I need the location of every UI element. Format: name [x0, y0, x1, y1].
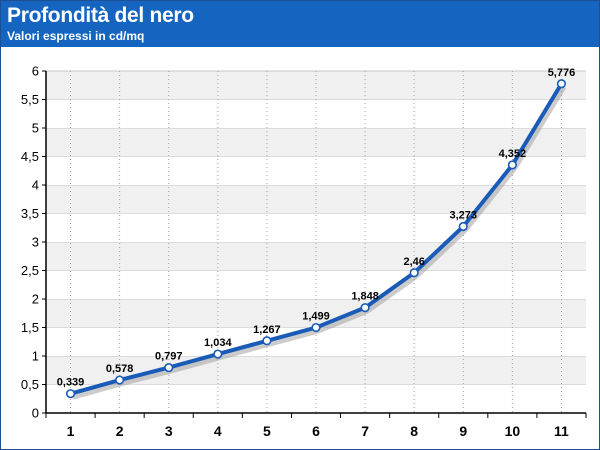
data-label: 0,578 [106, 363, 134, 375]
plot-bands [46, 70, 586, 413]
data-points [65, 79, 567, 399]
data-point [458, 221, 468, 232]
vertical-gridlines [70, 71, 562, 413]
y-tick-label: 5,5 [21, 92, 39, 107]
chart-title: Profondità del nero [7, 4, 194, 27]
x-tick-label: 9 [459, 423, 467, 439]
data-label: 5,776 [548, 67, 576, 79]
data-label: 3,273 [450, 209, 478, 221]
data-label: 4,352 [499, 148, 527, 160]
chart-header: Profondità del nero Valori espressi in c… [1, 1, 599, 47]
data-label: 1,499 [302, 311, 330, 323]
y-tick-label: 3 [32, 235, 39, 250]
data-label: 2,46 [403, 256, 424, 268]
chart-subtitle: Valori espressi in cd/mq [7, 29, 145, 43]
y-tick-label: 6 [32, 64, 39, 79]
plot-band [46, 270, 586, 299]
y-tick-label: 1 [32, 349, 39, 364]
x-tick-label: 3 [165, 423, 173, 439]
data-point [507, 160, 517, 170]
y-tick-label: 0,5 [21, 377, 39, 392]
data-point [164, 362, 174, 373]
x-tick-label: 4 [214, 423, 222, 439]
data-label: 0,797 [155, 351, 183, 363]
y-tick-label: 0 [32, 406, 39, 421]
data-label: 1,267 [253, 324, 281, 336]
y-tick-label: 5 [32, 121, 39, 136]
data-label: 0,339 [57, 377, 85, 389]
x-tick-label: 8 [410, 423, 418, 439]
y-tick-label: 4 [32, 178, 39, 193]
data-point [409, 268, 419, 278]
plot-band [46, 156, 586, 185]
x-tick-label: 2 [116, 423, 124, 439]
y-tick-label: 4,5 [21, 149, 39, 164]
plot-band [46, 242, 586, 271]
y-tick-labels: 0 0,5 1 1,5 2 2,5 3 3,5 4 4,5 5 5,5 6 [21, 64, 46, 421]
x-tick-label: 6 [312, 423, 320, 439]
data-labels: 0,339 0,578 0,797 1,034 1,267 1,499 1,848 2,46 3… [57, 67, 575, 389]
data-point [311, 322, 321, 333]
y-tick-label: 2,5 [21, 263, 39, 278]
y-tick-label: 3,5 [21, 206, 39, 221]
data-point [213, 349, 223, 359]
x-tick-label: 10 [505, 423, 521, 439]
line-chart: 00,511,522,533,544,555,56 1 2 3 4 5 6 7 8 9 10 11 … [21, 64, 587, 439]
x-tick-label: 5 [263, 423, 271, 439]
data-point [262, 336, 272, 346]
data-label: 1,034 [204, 337, 232, 349]
x-tick-label: 11 [554, 423, 569, 439]
data-point [556, 79, 567, 89]
plot-band [46, 384, 586, 413]
data-point [115, 375, 125, 385]
y-tick-label: 1,5 [21, 320, 39, 335]
y-tick-label: 2 [32, 292, 39, 307]
data-label: 1,848 [351, 291, 379, 303]
data-point [65, 389, 76, 399]
x-tick-label: 7 [361, 423, 369, 439]
x-tick-label: 1 [67, 423, 75, 439]
x-tick-labels: 1 2 3 4 5 6 7 8 9 10 11 [45, 413, 587, 439]
data-point [360, 303, 370, 313]
